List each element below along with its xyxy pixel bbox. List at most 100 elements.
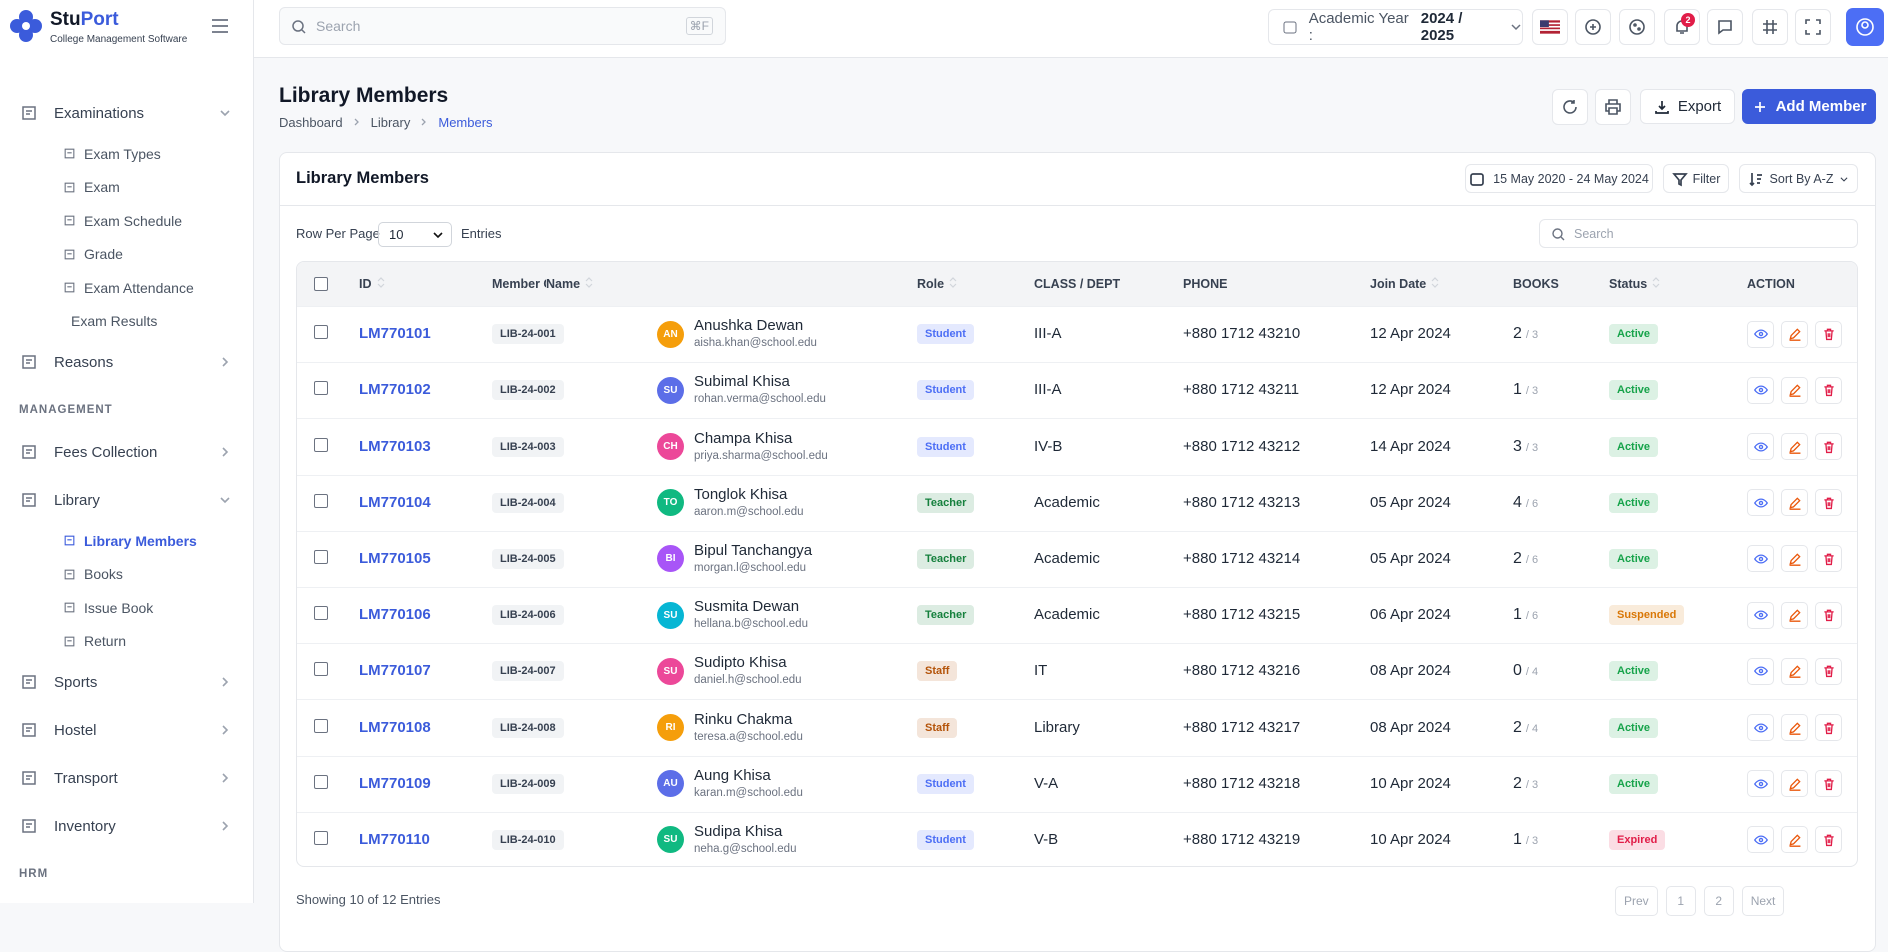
crumb[interactable]: Dashboard (279, 115, 343, 130)
edit-button[interactable] (1781, 433, 1808, 460)
menu-toggle[interactable] (211, 18, 229, 34)
notifications[interactable]: 2 (1664, 9, 1700, 45)
delete-button[interactable] (1815, 545, 1842, 573)
apps[interactable] (1752, 9, 1788, 45)
checkbox[interactable] (314, 718, 328, 733)
checkbox[interactable] (314, 830, 328, 845)
page-button[interactable]: Next (1741, 886, 1785, 916)
view-button[interactable] (1747, 376, 1774, 404)
checkbox[interactable] (314, 493, 328, 508)
nav-sub[interactable]: Exam (0, 171, 254, 205)
showing: Showing 10 of 12 Entries (296, 892, 441, 907)
view-button[interactable] (1747, 601, 1774, 629)
checkbox[interactable] (314, 774, 328, 789)
nav-group[interactable]: Transport (0, 754, 254, 802)
academic-year[interactable]: Academic Year : 2024 / 2025 (1268, 9, 1523, 45)
member-id[interactable]: LM770102 (359, 381, 431, 399)
member-id[interactable]: LM770101 (359, 325, 431, 343)
view-button[interactable] (1747, 714, 1774, 741)
edit-button[interactable] (1781, 601, 1808, 629)
language[interactable] (1532, 9, 1568, 45)
page-button[interactable]: Prev (1615, 886, 1658, 916)
checkbox[interactable] (314, 606, 328, 621)
nav-sub[interactable]: Exam Attendance (0, 271, 254, 305)
delete-button[interactable] (1815, 433, 1842, 460)
view-button[interactable] (1747, 770, 1774, 798)
edit-button[interactable] (1781, 714, 1808, 741)
edit-button[interactable] (1781, 770, 1808, 798)
theme-button[interactable] (1619, 9, 1655, 45)
member-id[interactable]: LM770109 (359, 774, 431, 792)
member-id[interactable]: LM770104 (359, 493, 431, 511)
profile[interactable] (1846, 8, 1884, 46)
delete-button[interactable] (1815, 489, 1842, 517)
view-button[interactable] (1747, 489, 1774, 517)
member-id[interactable]: LM770103 (359, 437, 431, 455)
delete-button[interactable] (1815, 601, 1842, 629)
crumb[interactable]: Library (370, 115, 411, 130)
nav-group[interactable]: Inventory (0, 802, 254, 850)
date-range[interactable]: 15 May 2020 - 24 May 2024 (1465, 164, 1653, 193)
table-search[interactable]: Search (1539, 219, 1858, 248)
nav-group[interactable]: Hostel (0, 706, 254, 754)
member-id[interactable]: LM770107 (359, 662, 431, 680)
delete-button[interactable] (1815, 770, 1842, 798)
nav-sub[interactable]: Library Members (0, 524, 254, 558)
edit-button[interactable] (1781, 376, 1808, 404)
nav-sub[interactable]: Issue Book (0, 591, 254, 625)
member-id[interactable]: LM770105 (359, 549, 431, 567)
filter-button[interactable]: Filter (1663, 164, 1729, 193)
page-button[interactable]: 1 (1665, 886, 1696, 916)
view-button[interactable] (1747, 433, 1774, 460)
sort-button[interactable]: Sort By A-Z (1739, 164, 1858, 193)
delete-button[interactable] (1815, 714, 1842, 741)
member-id[interactable]: LM770110 (359, 830, 430, 848)
refresh[interactable] (1552, 89, 1588, 125)
delete-button[interactable] (1815, 320, 1842, 348)
edit-button[interactable] (1781, 826, 1808, 854)
nav-sub[interactable]: Exam Results (0, 305, 254, 339)
edit-button[interactable] (1781, 320, 1808, 348)
view-button[interactable] (1747, 545, 1774, 573)
delete-button[interactable] (1815, 826, 1842, 854)
member-name: Rinku Chakma (694, 710, 793, 728)
member-id[interactable]: LM770108 (359, 718, 431, 736)
nav-group[interactable]: Reasons (0, 338, 254, 386)
member-id[interactable]: LM770106 (359, 606, 431, 624)
export-button[interactable]: Export (1640, 89, 1735, 124)
view-button[interactable] (1747, 826, 1774, 854)
nav-sub[interactable]: Exam Types (0, 137, 254, 171)
rows-select[interactable]: 10 (378, 222, 452, 247)
checkbox[interactable] (314, 662, 328, 677)
view-button[interactable] (1747, 657, 1774, 685)
nav-sub[interactable]: Exam Schedule (0, 204, 254, 238)
fullscreen[interactable] (1795, 9, 1831, 45)
add-button[interactable] (1575, 9, 1611, 45)
nav-group[interactable]: Library (0, 476, 254, 524)
view-button[interactable] (1747, 320, 1774, 348)
avatar: AU (657, 770, 684, 798)
nav-group[interactable]: Fees Collection (0, 428, 254, 476)
add-member-button[interactable]: Add Member (1742, 89, 1876, 124)
nav-group[interactable]: Sports (0, 658, 254, 706)
search-box[interactable]: Search ⌘F (279, 7, 726, 45)
checkbox[interactable] (314, 325, 328, 340)
delete-button[interactable] (1815, 376, 1842, 404)
nav-group[interactable]: Examinations (0, 89, 254, 137)
messages[interactable] (1707, 9, 1743, 45)
member-email: karan.m@school.edu (694, 786, 803, 799)
edit-button[interactable] (1781, 657, 1808, 685)
nav-sub[interactable]: Return (0, 625, 254, 659)
checkbox[interactable] (314, 549, 328, 564)
checkbox[interactable] (314, 277, 328, 291)
checkbox[interactable] (314, 437, 328, 452)
delete-button[interactable] (1815, 657, 1842, 685)
page-button[interactable]: 2 (1703, 886, 1734, 916)
nav-sub[interactable]: Books (0, 558, 254, 592)
edit-button[interactable] (1781, 545, 1808, 573)
edit-button[interactable] (1781, 489, 1808, 517)
nav-sub[interactable]: Grade (0, 238, 254, 272)
checkbox[interactable] (314, 381, 328, 396)
print[interactable] (1595, 89, 1631, 125)
avatar: AN (657, 320, 684, 348)
